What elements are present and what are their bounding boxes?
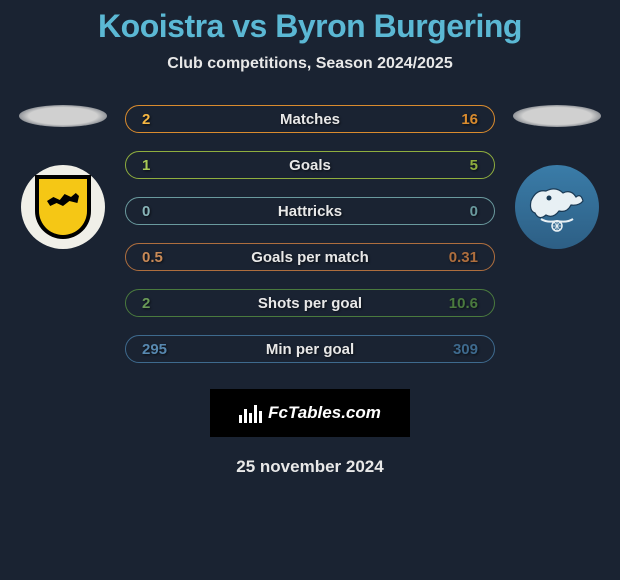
stat-row: 0 Hattricks 0 [125,197,495,225]
stat-label: Goals per match [251,249,369,266]
comparison-title: Kooistra vs Byron Burgering [0,8,620,45]
stat-value-right: 309 [453,341,478,358]
player-shadow [513,105,601,127]
stat-value-right: 10.6 [449,295,478,312]
stat-label: Hattricks [278,203,342,220]
stat-value-left: 0 [142,203,150,220]
stat-value-right: 16 [461,111,478,128]
bars-icon [239,403,262,423]
team-badge-left [21,165,105,249]
stat-value-right: 0 [470,203,478,220]
stat-row: 0.5 Goals per match 0.31 [125,243,495,271]
player-right-column [507,105,607,249]
cambuur-shield-icon [35,175,91,239]
stat-row: 2 Matches 16 [125,105,495,133]
stat-label: Matches [280,111,340,128]
season-subtitle: Club competitions, Season 2024/2025 [0,55,620,73]
stat-row: 295 Min per goal 309 [125,335,495,363]
stat-value-left: 0.5 [142,249,163,266]
denbosch-dragon-icon [521,171,593,243]
comparison-date: 25 november 2024 [0,457,620,477]
stats-column: 2 Matches 16 1 Goals 5 0 Hattricks 0 0.5 Goals per… [125,105,495,363]
player-left-column [13,105,113,249]
stat-label: Min per goal [266,341,354,358]
stat-value-left: 1 [142,157,150,174]
stat-row: 2 Shots per goal 10.6 [125,289,495,317]
watermark-badge: FcTables.com [210,389,410,437]
watermark-text: FcTables.com [268,403,381,423]
stat-row: 1 Goals 5 [125,151,495,179]
stat-label: Shots per goal [258,295,362,312]
team-badge-right [515,165,599,249]
comparison-content: 2 Matches 16 1 Goals 5 0 Hattricks 0 0.5 Goals per… [0,105,620,363]
stat-label: Goals [289,157,331,174]
stat-value-right: 0.31 [449,249,478,266]
stat-value-left: 295 [142,341,167,358]
stat-value-left: 2 [142,295,150,312]
stat-value-right: 5 [470,157,478,174]
stat-value-left: 2 [142,111,150,128]
player-shadow [19,105,107,127]
